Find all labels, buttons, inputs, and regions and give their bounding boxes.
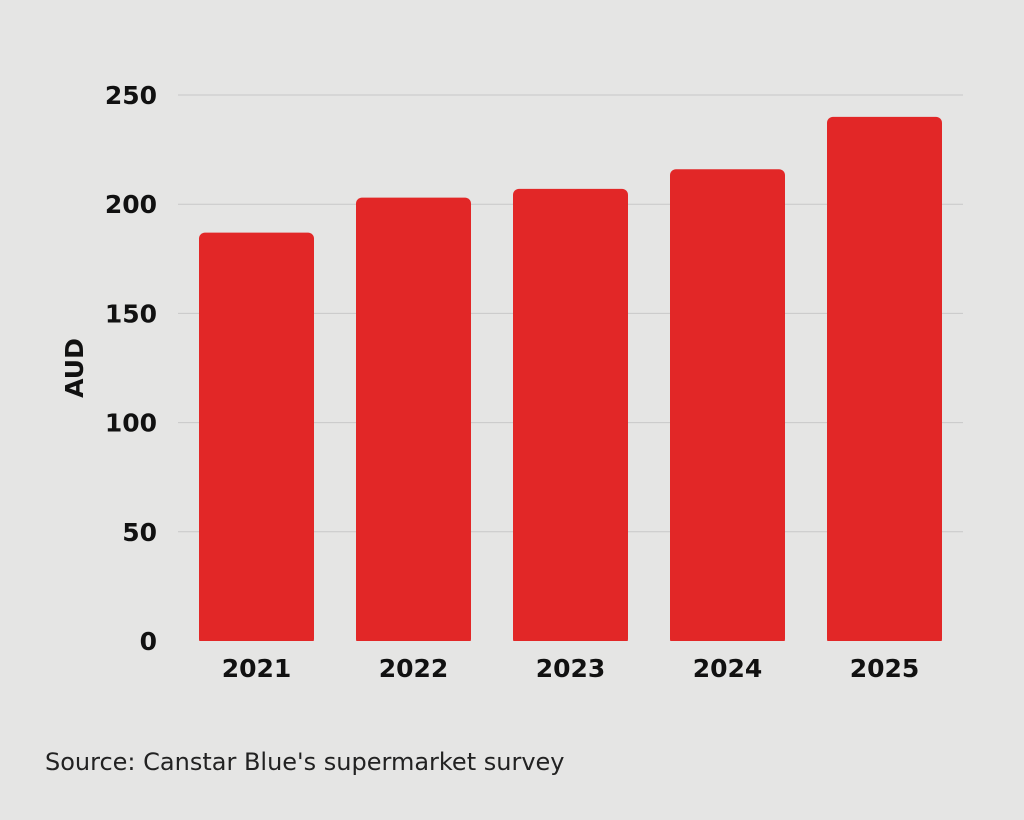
y-axis-ticks: 0 50 100 150 200 250 xyxy=(105,81,157,656)
x-tick-label: 2021 xyxy=(222,654,292,683)
y-tick-label: 100 xyxy=(105,409,157,438)
y-tick-label: 250 xyxy=(105,81,157,110)
x-axis-ticks: 2021 2022 2023 2024 2025 xyxy=(222,654,920,683)
bar-2021 xyxy=(199,232,314,646)
y-axis-title: AUD xyxy=(60,338,89,398)
y-tick-label: 150 xyxy=(105,299,157,328)
y-tick-label: 50 xyxy=(122,518,157,547)
x-tick-label: 2022 xyxy=(379,654,449,683)
bar-2023 xyxy=(513,188,628,646)
bars xyxy=(176,116,965,649)
bar-chart: 0 50 100 150 200 250 2021 2022 2023 2024 2025 AUD xyxy=(60,81,965,683)
x-tick-label: 2023 xyxy=(536,654,606,683)
bar-2024 xyxy=(670,169,785,646)
y-tick-label: 0 xyxy=(140,627,157,656)
baseline-mask xyxy=(176,641,965,649)
source-note: Source: Canstar Blue's supermarket surve… xyxy=(45,748,565,776)
y-tick-label: 200 xyxy=(105,190,157,219)
x-tick-label: 2025 xyxy=(850,654,920,683)
bar-2025 xyxy=(827,116,942,646)
x-tick-label: 2024 xyxy=(693,654,763,683)
bar-2022 xyxy=(356,197,471,645)
